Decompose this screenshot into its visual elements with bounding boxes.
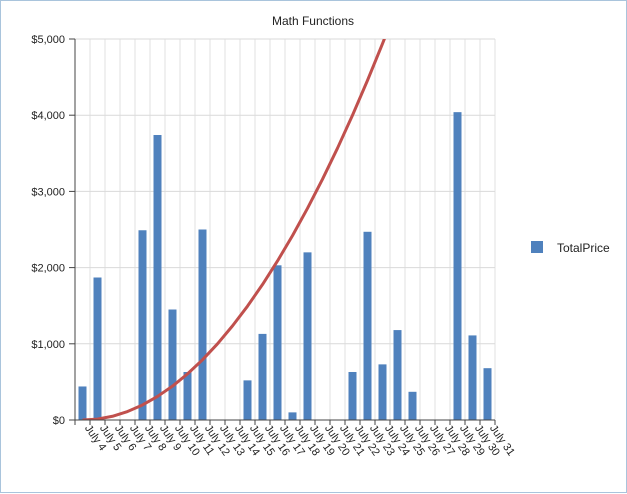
- bar: [303, 252, 312, 420]
- y-tick-label: $5,000: [31, 34, 65, 46]
- bar: [273, 265, 282, 420]
- y-tick-label: $3,000: [31, 186, 65, 198]
- y-tick-label: $1,000: [31, 339, 65, 351]
- bar: [93, 277, 102, 420]
- chart-title: Math Functions: [272, 14, 354, 28]
- bar: [393, 330, 402, 420]
- legend: TotalPrice: [531, 241, 610, 255]
- bar: [243, 380, 252, 420]
- bar: [183, 371, 192, 420]
- bar: [153, 135, 162, 420]
- y-tick-label: $0: [53, 415, 65, 427]
- bar: [168, 309, 177, 420]
- bar: [408, 391, 417, 420]
- bar: [468, 335, 477, 420]
- legend-label: TotalPrice: [557, 241, 610, 255]
- gridlines: [74, 38, 496, 421]
- bar-series: [78, 112, 492, 420]
- legend-swatch: [531, 241, 543, 253]
- bar: [288, 412, 297, 420]
- y-tick-label: $4,000: [31, 110, 65, 122]
- bar: [78, 386, 87, 420]
- bar: [348, 371, 357, 420]
- bar: [258, 333, 267, 420]
- bar: [198, 229, 207, 420]
- y-axis-ticks: $0 $1,000 $2,000 $3,000 $4,000 $5,000: [31, 34, 75, 427]
- bar: [483, 368, 492, 420]
- bar: [453, 112, 462, 420]
- line-series: [82, 39, 386, 420]
- bar: [363, 231, 372, 420]
- line-path: [82, 39, 386, 420]
- bar: [378, 364, 387, 420]
- y-tick-label: $2,000: [31, 263, 65, 275]
- bar: [138, 230, 147, 420]
